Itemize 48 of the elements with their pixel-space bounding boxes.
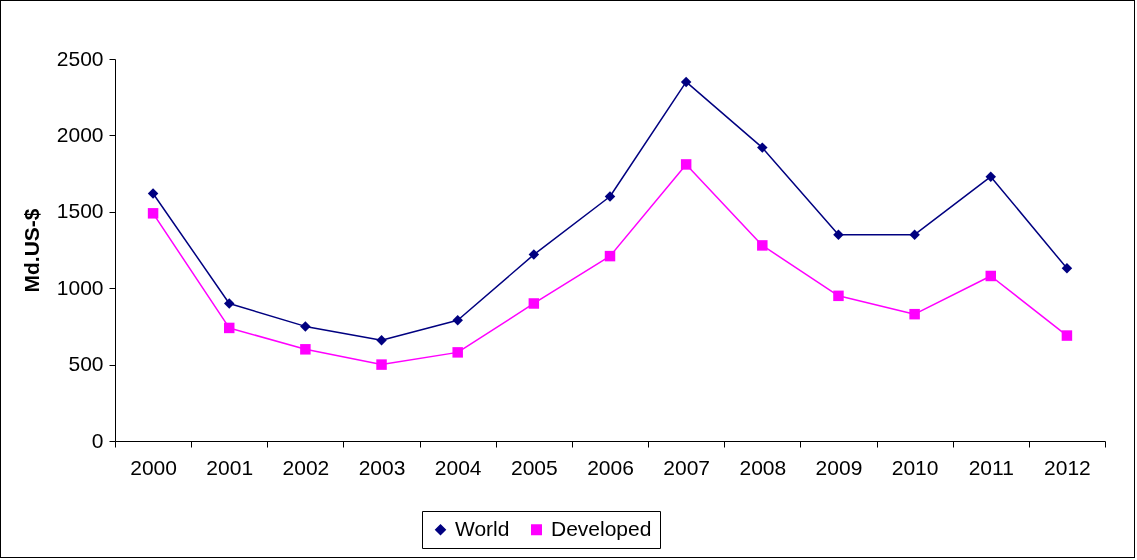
point xyxy=(300,344,311,355)
point xyxy=(528,298,540,309)
point xyxy=(452,347,463,358)
y-tick-label: 2000 xyxy=(56,122,104,146)
point xyxy=(680,76,692,88)
point xyxy=(985,270,997,282)
x-tick-label: 2008 xyxy=(739,455,787,479)
point xyxy=(223,298,235,309)
point xyxy=(452,315,463,326)
x-tick-label: 2005 xyxy=(510,455,558,479)
y-axis-title: Md.US-$ xyxy=(19,208,43,293)
y-tick-label: 2500 xyxy=(56,46,104,70)
x-tick-label: 2003 xyxy=(358,455,406,479)
point xyxy=(985,171,997,182)
point xyxy=(757,240,768,251)
point xyxy=(604,191,616,202)
x-tick-label: 2009 xyxy=(815,455,863,479)
point xyxy=(376,334,387,346)
point xyxy=(147,208,159,219)
x-tick-label: 2012 xyxy=(1044,455,1091,479)
point xyxy=(833,229,844,240)
y-tick-label: 1500 xyxy=(56,199,104,223)
point xyxy=(1061,263,1073,274)
point xyxy=(300,321,311,332)
x-tick-label: 2002 xyxy=(282,455,330,479)
legend-label: Developed xyxy=(551,516,652,540)
point xyxy=(376,359,387,370)
point xyxy=(757,142,768,153)
x-tick-label: 2011 xyxy=(968,455,1014,479)
x-tick-label: 2001 xyxy=(206,455,254,479)
legend-label: World xyxy=(455,516,510,540)
point xyxy=(1061,330,1073,341)
point xyxy=(909,229,920,240)
x-tick-label: 2007 xyxy=(663,455,711,479)
x-tick-label: 2004 xyxy=(434,455,482,479)
x-tick-label: 2000 xyxy=(130,455,177,479)
y-tick-label: 1000 xyxy=(56,275,104,299)
point xyxy=(909,308,920,320)
point xyxy=(147,188,159,199)
point xyxy=(604,250,616,262)
point xyxy=(528,249,540,260)
x-tick-label: 2006 xyxy=(587,455,634,479)
point xyxy=(833,290,844,302)
x-tick-label: 2010 xyxy=(891,455,939,479)
point xyxy=(223,322,235,334)
point xyxy=(680,159,692,170)
y-tick-label: 0 xyxy=(91,428,104,452)
y-tick-label: 500 xyxy=(68,352,104,376)
